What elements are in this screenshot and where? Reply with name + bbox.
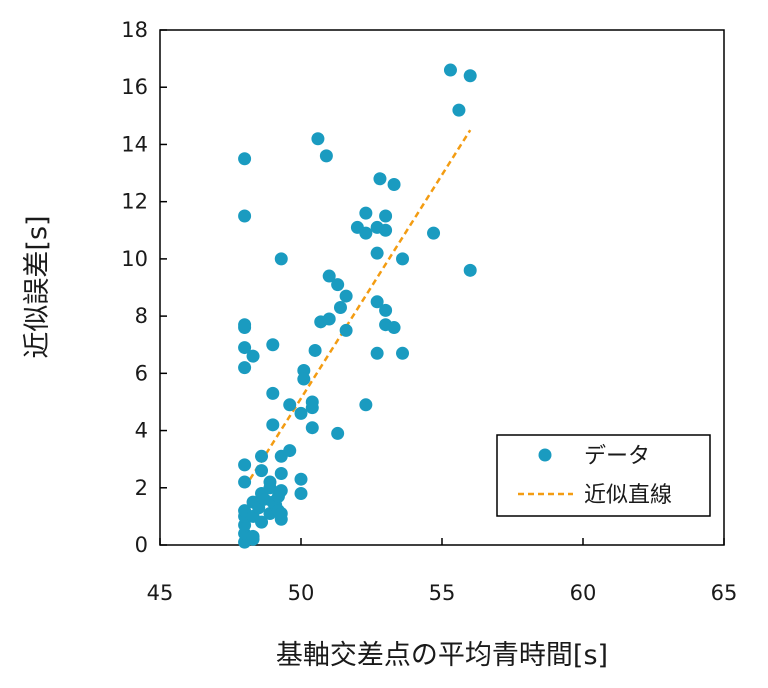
data-point — [238, 152, 252, 166]
data-point — [396, 346, 410, 360]
y-axis-title: 近似誤差[s] — [22, 215, 53, 358]
data-point — [308, 343, 322, 357]
data-point — [255, 515, 269, 529]
data-point — [263, 475, 277, 489]
y-tick-label: 16 — [121, 75, 148, 99]
data-point — [266, 386, 280, 400]
data-point — [238, 475, 252, 489]
y-tick-label: 0 — [135, 533, 148, 557]
data-point — [294, 472, 308, 486]
data-point — [322, 269, 336, 283]
data-point — [274, 252, 288, 266]
data-point — [396, 252, 410, 266]
data-point — [238, 209, 252, 223]
data-point — [274, 507, 288, 521]
data-point — [238, 318, 252, 332]
x-tick-label: 45 — [147, 581, 174, 605]
data-point — [387, 321, 401, 335]
data-point — [274, 484, 288, 498]
fit-line — [243, 129, 472, 489]
data-point — [379, 209, 393, 223]
data-point — [331, 426, 345, 440]
data-point — [359, 398, 373, 412]
data-point — [266, 338, 280, 352]
legend-box — [496, 434, 711, 517]
data-point — [294, 487, 308, 500]
data-point — [255, 449, 269, 463]
data-point — [463, 69, 477, 83]
data-point — [339, 323, 353, 337]
y-tick-label: 8 — [135, 304, 148, 328]
data-point — [255, 464, 269, 478]
data-point — [373, 172, 387, 186]
legend-label-fit-line: 近似直線 — [584, 483, 672, 508]
data-point — [331, 278, 345, 292]
data-points-layer — [238, 63, 477, 549]
data-point — [370, 346, 384, 360]
data-point — [427, 226, 441, 240]
x-axis-title: 基軸交差点の平均青時間[s] — [276, 640, 608, 671]
data-point — [283, 398, 297, 412]
x-axis-ticks: 45 50 55 60 65 — [147, 538, 738, 605]
data-point — [238, 458, 252, 472]
x-tick-label: 65 — [711, 581, 738, 605]
data-point — [379, 223, 393, 237]
y-tick-label: 18 — [121, 18, 148, 42]
data-point — [238, 361, 252, 375]
data-point — [452, 103, 466, 117]
y-axis-ticks: 0 2 4 6 8 10 12 14 16 18 — [121, 18, 167, 557]
y-tick-label: 10 — [121, 247, 148, 271]
data-point — [359, 226, 373, 240]
data-point — [463, 263, 477, 277]
x-tick-label: 55 — [429, 581, 456, 605]
y-tick-label: 12 — [121, 190, 148, 214]
data-point — [333, 301, 347, 315]
data-point — [339, 289, 353, 303]
data-point — [305, 395, 319, 409]
data-point — [274, 466, 288, 480]
data-point — [443, 63, 457, 77]
x-tick-label: 50 — [288, 581, 315, 605]
data-point — [322, 312, 336, 326]
data-point — [305, 421, 319, 435]
data-point — [283, 444, 297, 458]
y-tick-label: 2 — [135, 476, 148, 500]
data-point — [246, 349, 260, 363]
legend-label-points: データ — [584, 444, 650, 469]
data-point — [294, 406, 308, 420]
data-point — [370, 246, 384, 260]
legend: データ 近似直線 — [496, 434, 711, 517]
data-point — [246, 529, 260, 543]
y-tick-label: 4 — [135, 419, 148, 443]
data-point — [319, 149, 333, 163]
data-point — [359, 206, 373, 220]
x-tick-label: 60 — [570, 581, 597, 605]
data-point — [387, 178, 401, 191]
data-point — [370, 295, 384, 309]
fit-line-layer — [243, 129, 472, 489]
legend-marker-points — [538, 448, 552, 462]
data-point — [238, 341, 252, 355]
y-tick-label: 14 — [121, 132, 148, 156]
data-point — [297, 372, 311, 386]
y-tick-label: 6 — [135, 361, 148, 385]
data-point — [379, 303, 393, 317]
data-point — [311, 132, 325, 146]
data-point — [266, 418, 280, 432]
